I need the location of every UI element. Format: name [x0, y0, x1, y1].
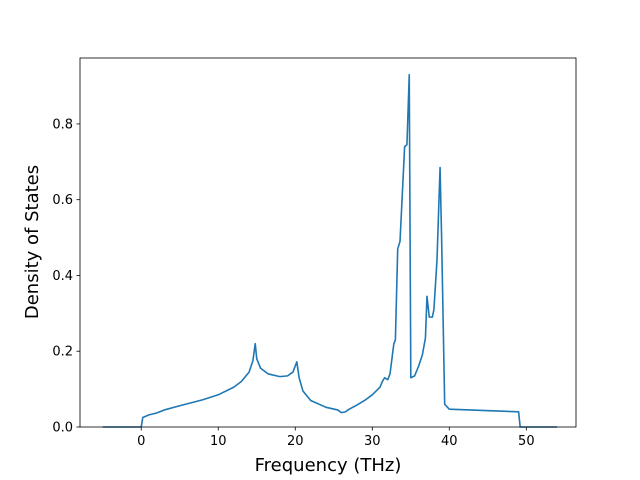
y-tick-label: 0.8: [52, 117, 73, 132]
y-tick-label: 0.6: [52, 193, 73, 208]
plot-frame: [79, 57, 577, 428]
x-axis-label: Frequency (THz): [255, 455, 402, 476]
y-tick-label: 0.4: [52, 269, 73, 284]
y-tick-label: 0.2: [52, 345, 73, 360]
data-line: [102, 73, 558, 428]
x-tick-label: 50: [518, 434, 535, 449]
x-tick-label: 30: [364, 434, 381, 449]
y-axis-label: Density of States: [22, 165, 43, 319]
x-tick-label: 40: [441, 434, 458, 449]
x-tick-label: 20: [287, 434, 304, 449]
y-tick-label: 0.0: [52, 421, 73, 436]
x-tick-label: 0: [137, 434, 145, 449]
x-tick-label: 10: [210, 434, 227, 449]
